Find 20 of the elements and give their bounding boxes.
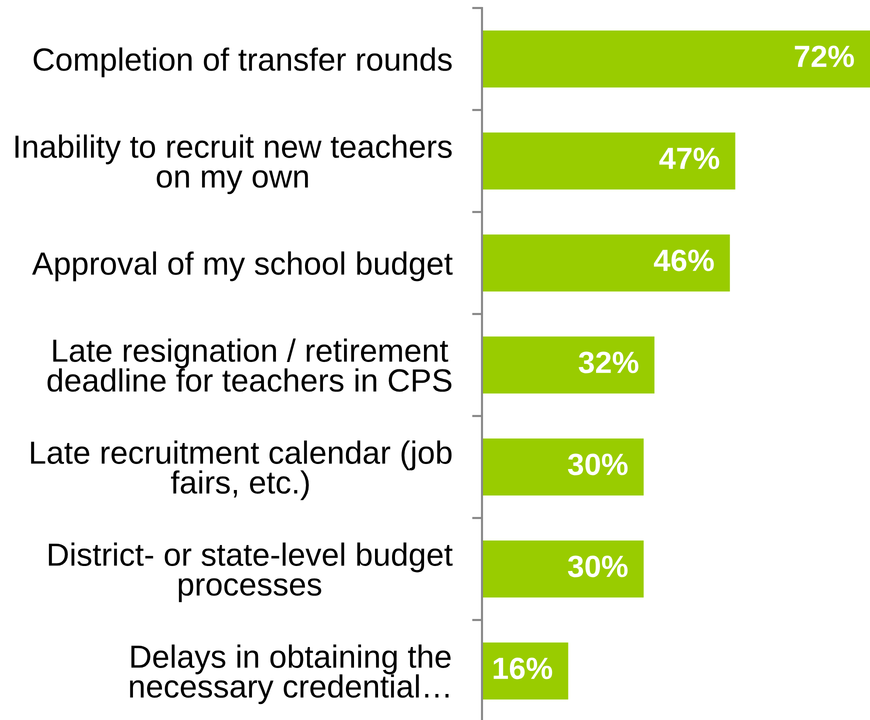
bar [482, 234, 730, 292]
data-label: 30% [568, 556, 628, 578]
data-label: 16% [494, 658, 552, 680]
bar [482, 132, 736, 190]
data-label: 30% [568, 454, 628, 476]
y-tick-label: Inability to recruit new teachers on my own [15, 134, 452, 194]
data-label: 47% [659, 148, 720, 170]
y-tick-label: District- or state-level budget processes [48, 542, 453, 602]
data-label: 72% [794, 46, 854, 68]
y-tick-label: Late recruitment calendar (job fairs, etc.) [31, 440, 452, 500]
bar [482, 30, 870, 88]
bar [482, 438, 644, 496]
y-tick-label: Delays in obtaining the necessary credential… [130, 644, 451, 704]
y-tick-label: Approval of my school budget [32, 251, 453, 282]
bar [482, 336, 654, 394]
data-label: 32% [578, 352, 638, 374]
data-label: 46% [654, 250, 714, 272]
bar [482, 540, 644, 598]
y-tick-label: Late resignation / retirement deadline for teachers in CPS [48, 338, 452, 392]
y-tick-label: Completion of transfer rounds [34, 47, 452, 78]
